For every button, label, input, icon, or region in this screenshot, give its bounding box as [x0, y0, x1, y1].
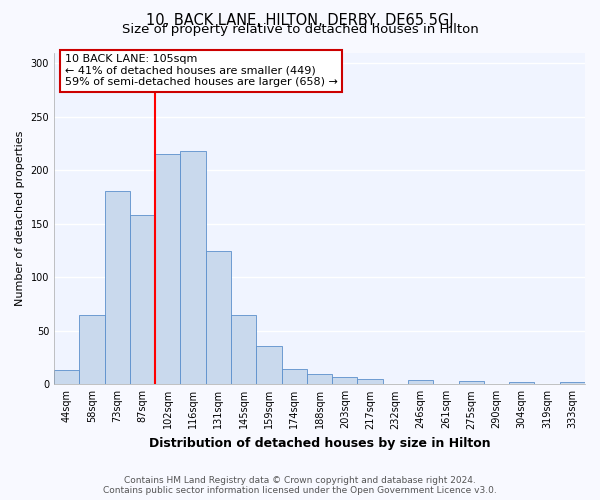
Text: Size of property relative to detached houses in Hilton: Size of property relative to detached ho…: [122, 22, 478, 36]
Bar: [560, 382, 585, 384]
Bar: [256, 346, 281, 385]
Y-axis label: Number of detached properties: Number of detached properties: [15, 130, 25, 306]
Bar: [206, 250, 231, 384]
Bar: [104, 190, 130, 384]
Bar: [281, 370, 307, 384]
Bar: [307, 374, 332, 384]
Text: 10 BACK LANE: 105sqm
← 41% of detached houses are smaller (449)
59% of semi-deta: 10 BACK LANE: 105sqm ← 41% of detached h…: [65, 54, 338, 88]
Bar: [155, 154, 181, 384]
Bar: [509, 382, 535, 384]
Bar: [79, 314, 104, 384]
Bar: [332, 377, 358, 384]
Bar: [358, 379, 383, 384]
Bar: [458, 381, 484, 384]
Bar: [408, 380, 433, 384]
Text: 10, BACK LANE, HILTON, DERBY, DE65 5GJ: 10, BACK LANE, HILTON, DERBY, DE65 5GJ: [146, 12, 454, 28]
Text: Contains HM Land Registry data © Crown copyright and database right 2024.
Contai: Contains HM Land Registry data © Crown c…: [103, 476, 497, 495]
Bar: [130, 215, 155, 384]
Bar: [181, 151, 206, 384]
X-axis label: Distribution of detached houses by size in Hilton: Distribution of detached houses by size …: [149, 437, 490, 450]
Bar: [54, 370, 79, 384]
Bar: [231, 314, 256, 384]
